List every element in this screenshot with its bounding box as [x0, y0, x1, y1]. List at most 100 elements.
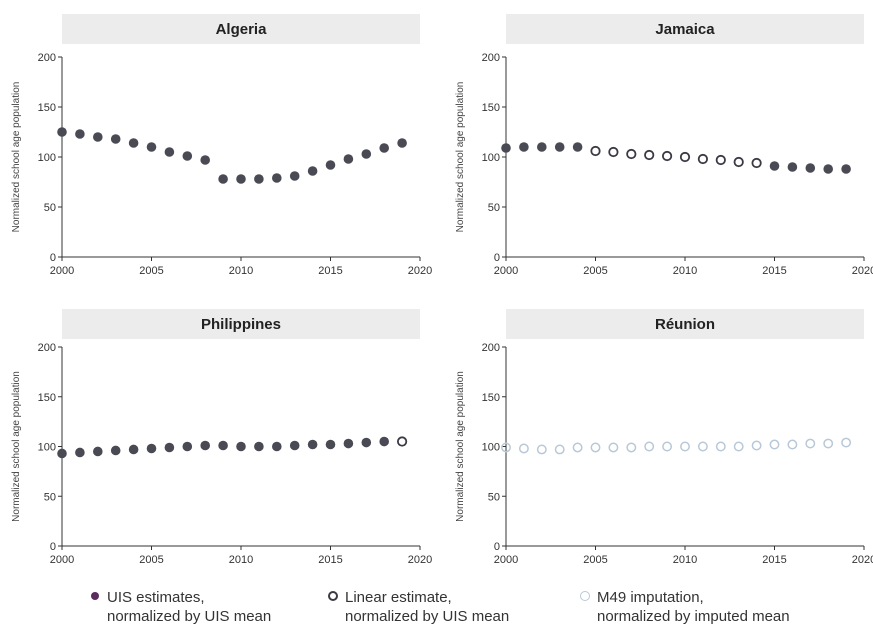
data-point-m49 [590, 442, 601, 453]
y-tick-label: 150 [38, 102, 56, 114]
panel-title: Réunion [655, 316, 715, 333]
x-tick-label: 2010 [673, 554, 697, 566]
data-point-linear [679, 151, 691, 163]
y-tick-label: 150 [482, 392, 500, 404]
y-tick-label: 50 [44, 202, 56, 214]
data-point-uis [57, 127, 67, 137]
data-point-m49 [769, 439, 780, 450]
x-tick-label: 2005 [583, 554, 607, 566]
data-point-uis [787, 162, 798, 172]
data-point-uis [325, 439, 336, 450]
data-point-linear [396, 436, 408, 447]
panel-algeria: Algeria 0 50 100 150 200 2000 2005 2010 2015 2020 N… [11, 14, 432, 277]
data-point-m49 [518, 443, 529, 454]
x-tick-label: 2015 [762, 554, 786, 566]
data-point-uis [397, 138, 407, 148]
legend-item-m49-imputation: M49 imputation, normalized by imputed me… [580, 588, 790, 626]
y-tick-label: 100 [482, 152, 500, 164]
y-tick-label: 100 [482, 442, 500, 454]
data-point-uis [110, 445, 121, 456]
data-point-uis [272, 173, 282, 183]
data-point-uis [361, 149, 372, 159]
data-point-uis [200, 155, 210, 165]
data-point-uis [841, 164, 851, 174]
x-tick-label: 2005 [583, 265, 607, 277]
data-point-uis [361, 437, 372, 448]
x-tick-label: 2010 [229, 265, 253, 277]
y-tick-label: 100 [38, 442, 56, 454]
data-point-uis [218, 174, 228, 184]
x-tick-label: 2000 [50, 265, 74, 277]
legend-label-line2: normalized by UIS mean [345, 608, 510, 625]
data-point-uis [146, 142, 157, 152]
data-point-uis [218, 440, 228, 451]
data-point-uis [501, 143, 511, 153]
x-tick-label: 2000 [50, 554, 74, 566]
legend-item-uis-estimates: UIS estimates, normalized by UIS mean [91, 588, 271, 626]
data-point-uis [572, 142, 583, 152]
data-point-uis [307, 439, 318, 450]
data-point-uis [254, 174, 264, 184]
data-point-uis [200, 440, 210, 451]
data-point-uis [272, 441, 282, 452]
x-tick-label: 2005 [139, 554, 163, 566]
y-tick-label: 0 [50, 252, 56, 264]
data-point-uis [182, 151, 193, 161]
x-tick-label: 2000 [494, 554, 518, 566]
data-point-linear [644, 149, 655, 161]
y-tick-label: 0 [494, 541, 500, 553]
legend-marker-light-open-circle [580, 591, 590, 601]
panel-title-band [62, 14, 420, 44]
y-axis-label: Normalized school age population [11, 371, 22, 522]
data-point-uis [236, 174, 246, 184]
legend-item-linear-estimate: Linear estimate, normalized by UIS mean [328, 588, 510, 626]
y-tick-label: 0 [494, 252, 500, 264]
data-point-uis [769, 161, 780, 171]
data-point-uis [182, 441, 193, 452]
y-tick-label: 50 [488, 491, 500, 503]
data-point-uis [379, 436, 390, 447]
data-point-uis [805, 163, 816, 173]
data-point-m49 [572, 442, 583, 453]
y-tick-label: 150 [38, 392, 56, 404]
data-point-m49 [536, 444, 547, 455]
data-point-uis [325, 160, 336, 170]
data-point-uis [254, 441, 264, 452]
legend-label-line1: M49 imputation, [597, 589, 704, 606]
data-point-uis [75, 129, 85, 139]
x-tick-label: 2020 [408, 265, 432, 277]
legend-marker-open-circle [328, 591, 338, 601]
data-point-linear [715, 154, 726, 166]
y-tick-label: 50 [44, 491, 56, 503]
y-tick-label: 50 [488, 202, 500, 214]
panel-title-band [62, 309, 420, 339]
data-point-m49 [626, 442, 637, 453]
data-point-uis [146, 443, 157, 454]
data-point-m49 [501, 442, 511, 453]
data-point-m49 [662, 441, 673, 452]
data-point-linear [608, 146, 619, 158]
data-point-m49 [805, 438, 816, 449]
data-point-m49 [644, 441, 655, 452]
y-tick-label: 0 [50, 541, 56, 553]
data-point-uis [110, 134, 121, 144]
y-tick-label: 200 [38, 342, 56, 354]
data-point-uis [164, 147, 175, 157]
data-point-uis [128, 138, 139, 148]
x-tick-label: 2010 [229, 554, 253, 566]
legend-label-line1: UIS estimates, [107, 589, 205, 606]
data-point-linear [661, 150, 673, 162]
x-tick-label: 2010 [673, 265, 697, 277]
data-point-uis [537, 142, 547, 152]
y-axis-label: Normalized school age population [455, 371, 466, 522]
data-point-m49 [554, 444, 565, 455]
legend-label-line2: normalized by imputed mean [597, 608, 790, 625]
legend-marker-filled-circle [91, 592, 99, 600]
panel-runion: Réunion 0 50 100 150 200 2000 2005 2010 2015 2020 N… [455, 309, 873, 566]
data-point-m49 [680, 441, 690, 452]
panel-title: Jamaica [655, 21, 715, 38]
data-point-uis [75, 447, 85, 458]
y-tick-label: 150 [482, 102, 500, 114]
data-point-uis [164, 442, 175, 453]
